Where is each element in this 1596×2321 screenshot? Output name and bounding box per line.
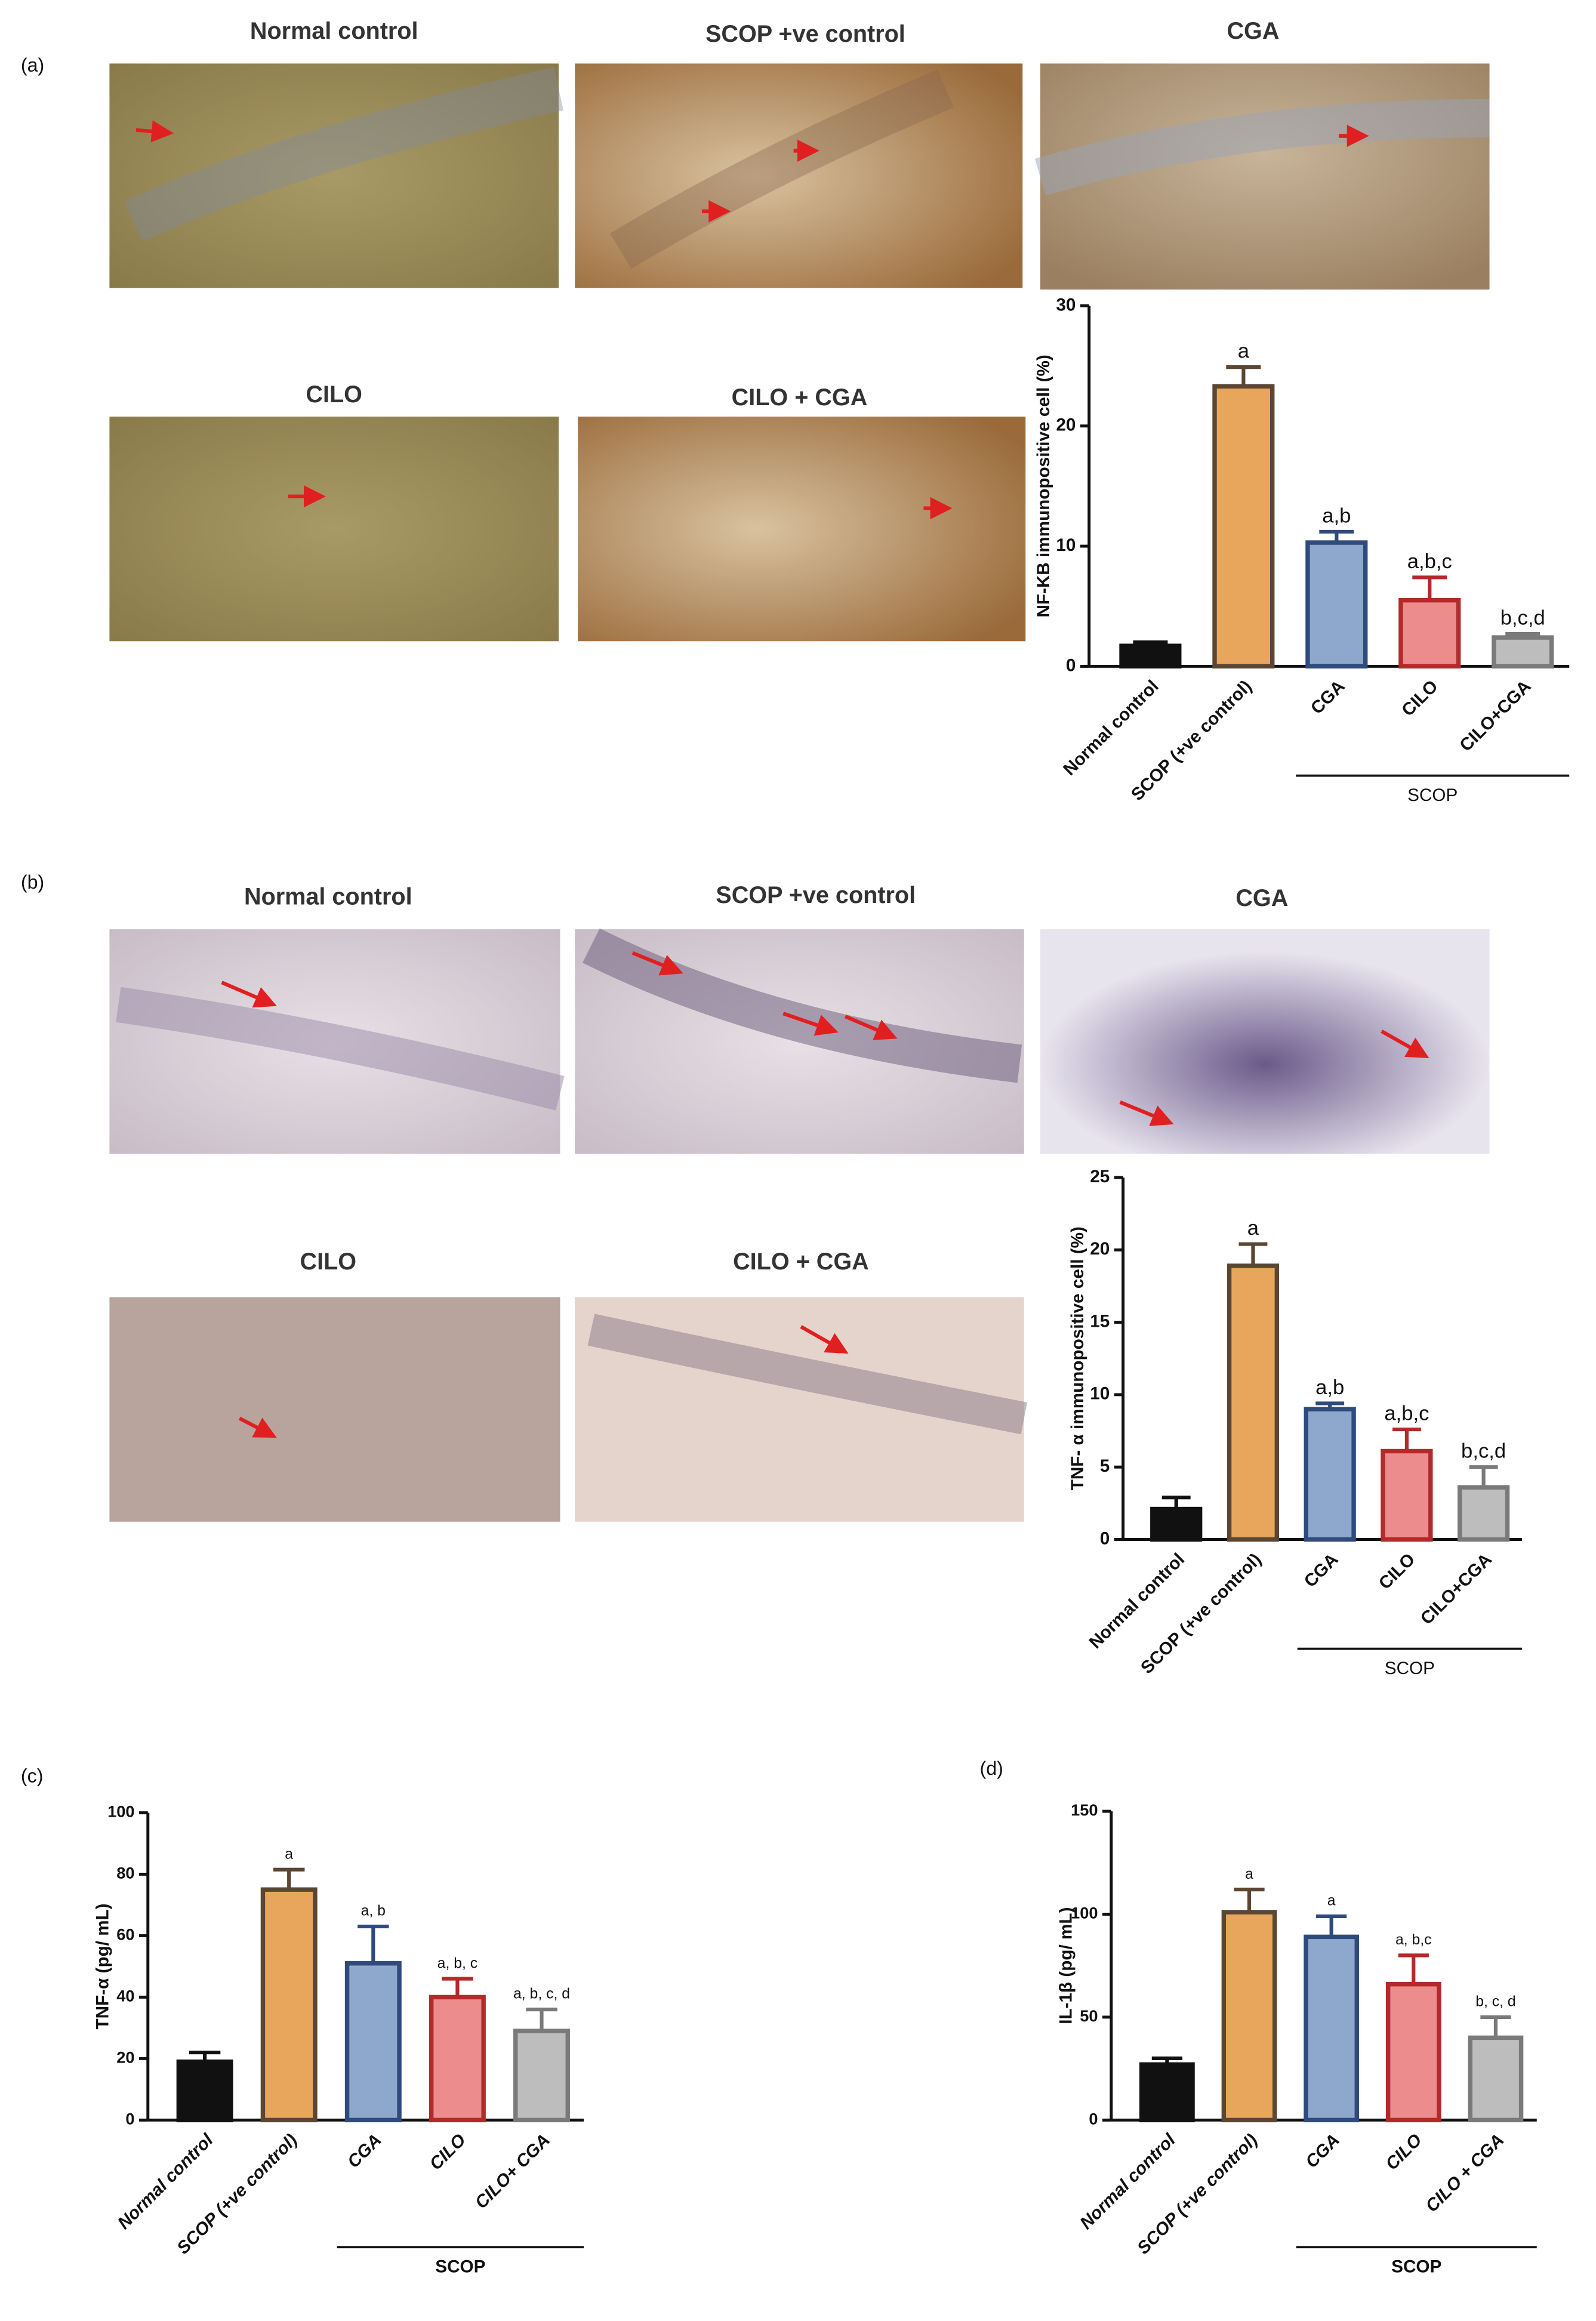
significance-label: a,b bbox=[1315, 1376, 1344, 1399]
bar bbox=[176, 2059, 233, 2123]
micrograph-title: Normal control bbox=[244, 884, 412, 910]
y-tick-label: 60 bbox=[116, 1925, 134, 1944]
y-tick-label: 150 bbox=[1071, 1801, 1098, 1819]
y-tick-label: 15 bbox=[1090, 1311, 1110, 1331]
bar bbox=[1458, 1485, 1510, 1542]
micrograph-title: CGA bbox=[1235, 885, 1288, 911]
significance-label: a, b,c bbox=[1395, 1932, 1432, 1948]
y-tick-label: 0 bbox=[125, 2110, 134, 2128]
bar bbox=[344, 1961, 402, 2123]
bar bbox=[1304, 1407, 1356, 1542]
micrograph-title: CILO bbox=[306, 381, 362, 408]
y-tick-label: 10 bbox=[1056, 535, 1076, 555]
chart: 0 10 20 30 NF-KB immunopositive cell (%) Norm… bbox=[1034, 295, 1570, 805]
bar bbox=[260, 1887, 318, 2123]
micrograph-title: CGA bbox=[1227, 18, 1279, 44]
micrograph-title: CILO + CGA bbox=[733, 1249, 869, 1275]
significance-label: a bbox=[285, 1846, 293, 1862]
y-tick-label: 10 bbox=[1090, 1384, 1110, 1404]
significance-label: b,c,d bbox=[1461, 1440, 1506, 1463]
y-tick-label: 5 bbox=[1100, 1456, 1110, 1476]
group-label: SCOP bbox=[435, 2257, 485, 2277]
x-tick-label: CILO bbox=[1375, 1549, 1419, 1593]
bar bbox=[513, 2029, 570, 2123]
significance-label: a,b bbox=[1322, 504, 1351, 527]
y-tick-label: 20 bbox=[1056, 415, 1076, 435]
group-label: SCOP bbox=[1385, 1659, 1435, 1678]
significance-label: a, b, c bbox=[437, 1955, 477, 1971]
bar bbox=[1385, 1981, 1441, 2123]
y-tick-label: 100 bbox=[1071, 1904, 1098, 1922]
x-tick-label: CILO + CGA bbox=[1422, 2130, 1508, 2216]
bar bbox=[1381, 1448, 1433, 1542]
micrograph-title: CILO bbox=[300, 1249, 357, 1275]
x-tick-label: CILO bbox=[1382, 2130, 1425, 2174]
group-label: SCOP bbox=[1407, 785, 1458, 805]
micrographs bbox=[109, 63, 1490, 1522]
x-tick-label: CGA bbox=[1301, 1549, 1342, 1591]
x-tick-label: Normal control bbox=[1059, 676, 1163, 779]
panel-label: (d) bbox=[979, 1758, 1003, 1779]
bar bbox=[1227, 1263, 1280, 1542]
bar bbox=[1221, 1910, 1277, 2123]
micrograph-title: Normal control bbox=[250, 18, 418, 44]
panel-label: (c) bbox=[21, 1765, 44, 1787]
x-tick-label: CILO bbox=[1398, 676, 1441, 720]
bar bbox=[1468, 2035, 1524, 2123]
x-tick-label: CGA bbox=[344, 2130, 386, 2172]
y-axis-label: TNF-α (pg/ mL) bbox=[93, 1903, 112, 2029]
bar bbox=[1150, 1506, 1203, 1542]
y-axis-label: IL-1β (pg/ mL) bbox=[1056, 1907, 1076, 2024]
bar bbox=[1139, 2062, 1195, 2123]
panel-label: (a) bbox=[21, 54, 44, 76]
significance-label: b,c,d bbox=[1501, 606, 1545, 629]
y-tick-label: 0 bbox=[1089, 2110, 1098, 2128]
panel-label: (b) bbox=[21, 871, 44, 893]
bar bbox=[1398, 597, 1461, 669]
bar bbox=[1119, 643, 1182, 669]
y-tick-label: 80 bbox=[116, 1864, 134, 1882]
significance-label: a bbox=[1245, 1866, 1253, 1882]
micrograph-title: SCOP +ve control bbox=[705, 21, 905, 47]
bar bbox=[429, 1995, 486, 2123]
y-axis-label: NF-KB immunopositive cell (%) bbox=[1034, 355, 1053, 617]
x-tick-label: CGA bbox=[1307, 676, 1349, 718]
group-label: SCOP bbox=[1391, 2257, 1441, 2277]
micrograph-title: CILO + CGA bbox=[732, 384, 868, 411]
bar bbox=[1492, 635, 1554, 669]
bar bbox=[1305, 540, 1368, 669]
significance-label: a bbox=[1247, 1217, 1259, 1240]
y-tick-label: 20 bbox=[1090, 1239, 1110, 1259]
significance-label: a bbox=[1327, 1893, 1336, 1909]
significance-label: b, c, d bbox=[1475, 1994, 1515, 2010]
y-tick-label: 0 bbox=[1100, 1528, 1110, 1548]
x-tick-label: CILO+CGA bbox=[1456, 676, 1535, 755]
chart: 0 5 10 15 20 25 TNF- α immunopositive cell (%)… bbox=[1068, 1167, 1522, 1678]
y-tick-label: 50 bbox=[1080, 2006, 1098, 2025]
y-tick-label: 0 bbox=[1066, 655, 1076, 675]
y-tick-label: 25 bbox=[1090, 1167, 1110, 1186]
y-tick-label: 100 bbox=[107, 1802, 134, 1821]
significance-label: a bbox=[1238, 340, 1250, 363]
significance-label: a,b,c bbox=[1384, 1402, 1429, 1425]
x-tick-label: CILO+ CGA bbox=[472, 2130, 554, 2212]
x-tick-label: CILO+CGA bbox=[1417, 1549, 1496, 1628]
bar bbox=[1212, 384, 1275, 669]
x-tick-label: CILO bbox=[426, 2130, 469, 2174]
y-tick-label: 30 bbox=[1056, 295, 1076, 315]
x-tick-label: CGA bbox=[1302, 2130, 1344, 2172]
y-axis-label: TNF- α immunopositive cell (%) bbox=[1068, 1226, 1087, 1490]
y-tick-label: 40 bbox=[116, 1987, 134, 2005]
micrograph-title: SCOP +ve control bbox=[716, 882, 916, 908]
significance-label: a, b bbox=[361, 1903, 386, 1919]
significance-label: a,b,c bbox=[1407, 550, 1452, 573]
significance-label: a, b, c, d bbox=[513, 1986, 570, 2002]
bar bbox=[1304, 1934, 1360, 2123]
y-tick-label: 20 bbox=[116, 2048, 134, 2067]
